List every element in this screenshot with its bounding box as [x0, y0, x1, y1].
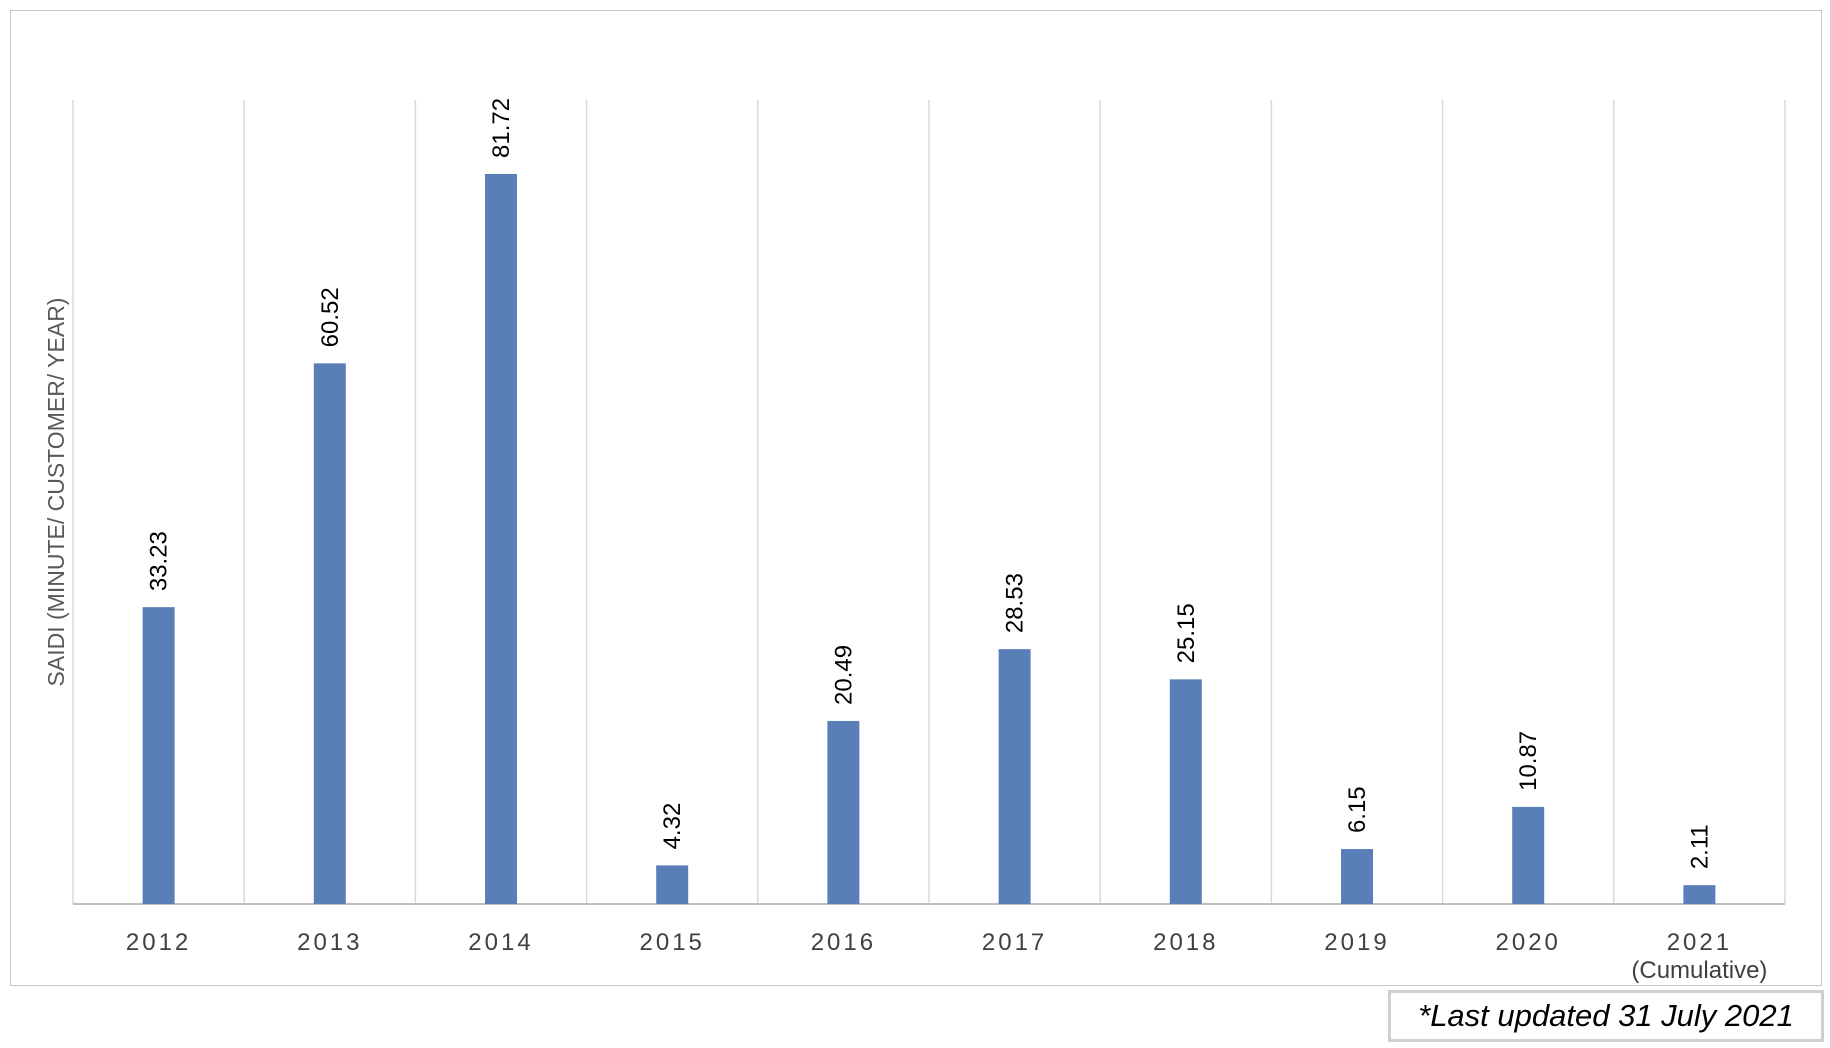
bar-2016: [827, 720, 860, 904]
data-label-2012: 33.23: [146, 531, 173, 591]
data-label-2014: 81.72: [488, 98, 515, 158]
data-label-2020: 10.87: [1515, 731, 1542, 791]
x-tick-label-2019: 2019: [1324, 929, 1389, 956]
x-tick-label-2012: 2012: [126, 929, 191, 956]
data-label-2018: 25.15: [1173, 603, 1200, 663]
bar-2015: [656, 865, 689, 904]
bar-2021: [1683, 885, 1716, 904]
bar-2012: [142, 607, 175, 904]
x-tick-label-2014: 2014: [468, 929, 533, 956]
bar-2020: [1512, 806, 1545, 904]
data-label-2016: 20.49: [830, 645, 857, 705]
x-tick-label-2020: 2020: [1496, 929, 1561, 956]
y-axis-title: SAIDI (MINUTE/ CUSTOMER/ YEAR): [43, 298, 69, 687]
last-updated-note: *Last updated 31 July 2021: [1388, 990, 1824, 1042]
bar-chart: 33.23 2012 60.52 2013 81.72 2014 4.32 2015 20.49…: [43, 98, 1786, 984]
bar-2017: [998, 649, 1031, 904]
x-tick-label-2021: 2021: [1667, 929, 1732, 956]
data-label-2013: 60.52: [317, 287, 344, 347]
data-label-2019: 6.15: [1344, 786, 1371, 833]
x-tick-label-2015: 2015: [640, 929, 705, 956]
x-tick-label-2017: 2017: [982, 929, 1047, 956]
data-label-2021: 2.11: [1686, 824, 1713, 869]
bar-2018: [1169, 679, 1202, 904]
bar-2014: [485, 173, 517, 904]
data-label-2015: 4.32: [659, 803, 686, 850]
x-tick-sublabel-2021: (Cumulative): [1631, 957, 1767, 984]
bar-2013: [313, 363, 346, 904]
x-tick-label-2018: 2018: [1153, 929, 1218, 956]
x-tick-label-2016: 2016: [811, 929, 876, 956]
x-tick-label-2013: 2013: [297, 929, 362, 956]
data-label-2017: 28.53: [1002, 573, 1029, 633]
bar-2019: [1341, 849, 1373, 904]
